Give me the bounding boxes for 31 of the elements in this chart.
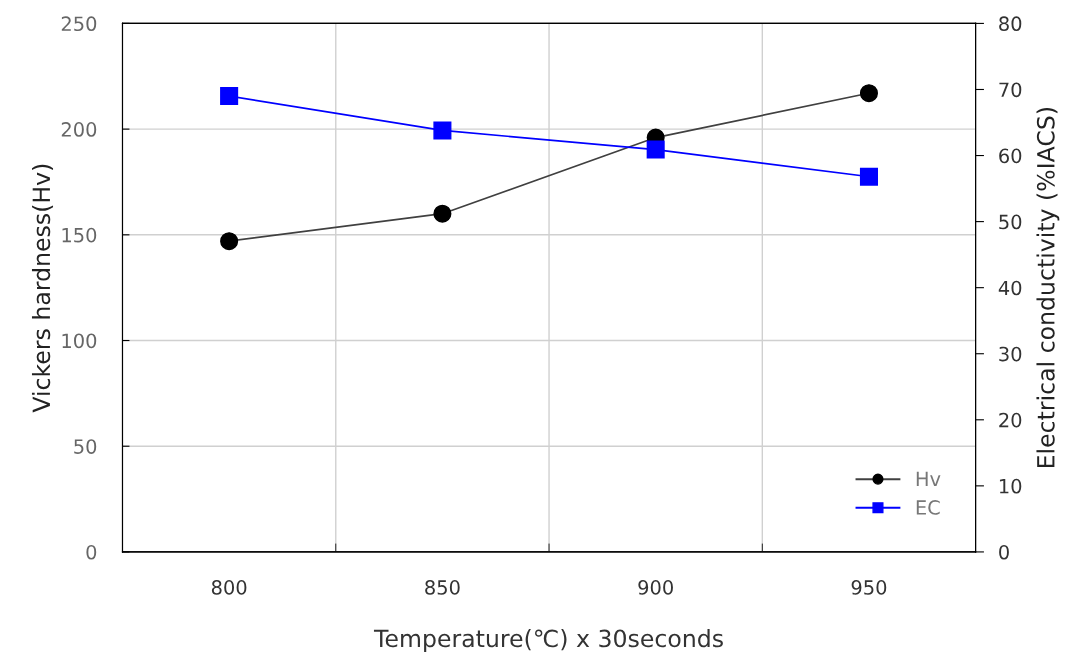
y2-tick-label: 60: [999, 148, 1022, 164]
x-tick-label: 900: [638, 580, 673, 595]
y2-tick-label: 0: [999, 544, 1009, 560]
point: [220, 232, 239, 251]
x-tick-label: 950: [851, 580, 887, 595]
point: [433, 204, 452, 223]
y-tick-label: 150: [62, 227, 97, 243]
point: [859, 167, 878, 186]
y2-axis-title: Electrical conductivity (%IACS): [1036, 107, 1060, 468]
y-tick-label: 250: [61, 16, 97, 32]
y-tick-label: 200: [61, 122, 97, 137]
y2-tick-label: 10: [999, 478, 1022, 494]
x-tick-label: 800: [211, 580, 247, 595]
legend-label: EC: [916, 500, 940, 515]
y-tick-label: 0: [86, 544, 97, 560]
y2-tick-label: 30: [999, 346, 1022, 362]
legend-label: Hv: [916, 471, 941, 486]
point: [220, 87, 239, 106]
point: [859, 84, 878, 103]
y2-tick-label: 70: [999, 82, 1022, 98]
y2-tick-label: 50: [999, 214, 1022, 230]
point: [646, 140, 665, 159]
y-tick-label: 50: [74, 439, 97, 454]
y2-tick-label: 80: [999, 16, 1022, 32]
y2-tick-label: 20: [999, 412, 1022, 428]
x-tick-label: 850: [425, 580, 460, 595]
y2-tick-label: 40: [998, 280, 1022, 296]
point: [433, 121, 452, 140]
x-axis-title: Temperature(℃) x 30seconds: [373, 629, 723, 652]
y-axis-title: Vickers hardness(Hv): [31, 164, 54, 413]
y-tick-label: 100: [62, 333, 97, 349]
